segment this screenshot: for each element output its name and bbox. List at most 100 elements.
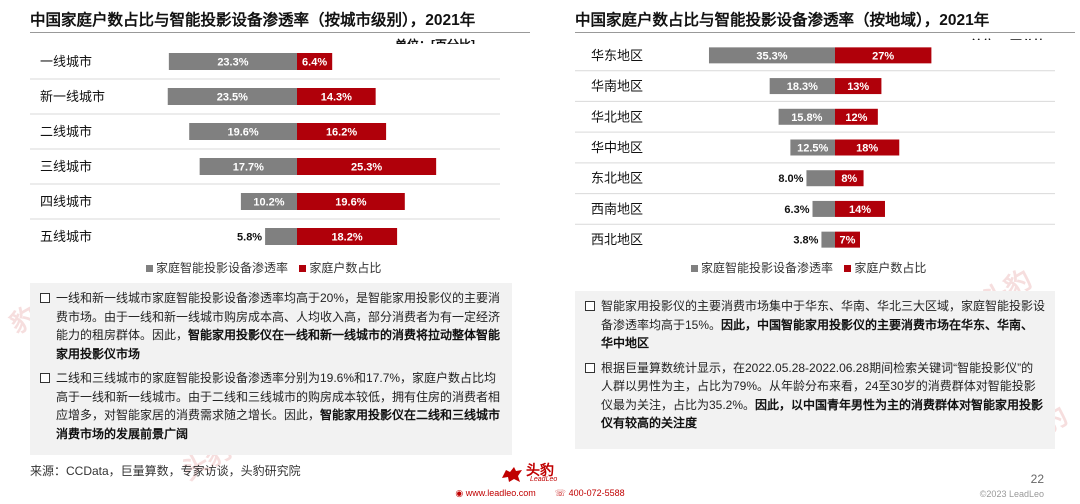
penetration-value-label: 23.5% (217, 92, 248, 104)
insight-note: 一线和新一线城市家庭智能投影设备渗透率均高于20%，是智能家用投影仪的主要消费市… (40, 289, 502, 363)
penetration-value-label: 8.0% (778, 173, 803, 185)
households-value-label: 6.4% (302, 57, 327, 69)
households-bar (297, 158, 437, 175)
households-value-label: 18% (856, 143, 878, 155)
penetration-value-label: 5.8% (237, 232, 262, 244)
insight-note: 二线和三线城市的家庭智能投影设备渗透率分别为19.6%和17.7%，家庭户数占比… (40, 369, 502, 443)
penetration-value-label: 23.3% (217, 57, 248, 69)
households-value-label: 18.2% (331, 232, 362, 244)
contact-footer: ◉ www.leadleo.com ☏ 400-072-5588 (0, 488, 1080, 499)
insight-note: 智能家用投影仪的主要消费市场集中于华东、华南、华北三大区域，家庭智能投影设备渗透… (585, 297, 1045, 353)
penetration-bar (265, 228, 297, 245)
checkbox-bullet-icon (40, 293, 50, 303)
chart-legend: 家庭智能投影设备渗透率 家庭户数占比 (138, 259, 381, 276)
households-bar (835, 170, 864, 187)
phone-number: 400-072-5588 (568, 488, 625, 498)
penetration-bar (167, 88, 297, 105)
category-label: 华中地区 (591, 140, 643, 155)
penetration-value-label: 12.5% (797, 143, 828, 155)
category-label: 三线城市 (40, 159, 92, 174)
checkbox-bullet-icon (585, 301, 595, 311)
penetration-value-label: 19.6% (227, 127, 258, 139)
penetration-bar (199, 158, 297, 175)
penetration-bar (168, 53, 297, 70)
logo-subtitle: LeadLeo (530, 476, 558, 483)
penetration-bar (790, 139, 835, 156)
legend-label-households: 家庭户数占比 (309, 261, 382, 275)
category-label: 华东地区 (591, 48, 643, 63)
penetration-value-label: 10.2% (253, 197, 284, 209)
households-value-label: 25.3% (351, 162, 382, 174)
note-text: 根据巨量算数统计显示，在2022.05.28-2022.06.28期间检索关键词… (601, 360, 1036, 412)
penetration-value-label: 3.8% (793, 235, 818, 247)
category-label: 西南地区 (591, 201, 643, 216)
legend-swatch-penetration (146, 264, 153, 272)
category-label: 五线城市 (40, 229, 92, 244)
globe-icon: ◉ (455, 488, 464, 498)
households-bar (835, 78, 882, 95)
penetration-bar (189, 123, 297, 140)
penetration-bar (769, 78, 835, 95)
households-bar (297, 193, 405, 210)
copyright: ©2023 LeadLeo (979, 489, 1044, 499)
title-divider (575, 32, 1075, 33)
note-emphasis: 智能家用投影仪在二线和三线城市消费市场的发展前景广阔 (56, 408, 501, 441)
category-label: 东北地区 (591, 171, 643, 186)
page-number: 22 (1030, 472, 1044, 486)
penetration-bar (708, 47, 835, 64)
leadleo-logo: 头豹 LeadLeo (500, 460, 580, 488)
legend-label-households: 家庭户数占比 (854, 261, 927, 275)
households-bar (835, 200, 885, 217)
households-value-label: 14% (849, 204, 871, 216)
source-note: 来源：CCData，巨量算数，专家访谈，头豹研究院 (30, 464, 301, 478)
penetration-value-label: 35.3% (756, 50, 787, 62)
category-label: 华北地区 (591, 109, 643, 124)
penetration-bar (806, 170, 835, 187)
households-bar (297, 123, 387, 140)
households-value-label: 12% (845, 112, 867, 124)
penetration-value-label: 18.3% (787, 81, 818, 93)
households-value-label: 16.2% (326, 127, 357, 139)
households-bar (297, 53, 333, 70)
households-value-label: 13% (847, 81, 869, 93)
households-bar (297, 228, 398, 245)
category-label: 新一线城市 (40, 89, 105, 104)
category-label: 四线城市 (40, 194, 92, 209)
penetration-value-label: 6.3% (784, 204, 809, 216)
chart-legend: 家庭智能投影设备渗透率 家庭户数占比 (683, 259, 926, 276)
checkbox-bullet-icon (40, 373, 50, 383)
insight-notes: 一线和新一线城市家庭智能投影设备渗透率均高于20%，是智能家用投影仪的主要消费市… (30, 283, 512, 455)
penetration-value-label: 17.7% (233, 162, 264, 174)
penetration-bar (778, 108, 835, 125)
category-label: 二线城市 (40, 124, 92, 139)
insight-notes: 智能家用投影仪的主要消费市场集中于华东、华南、华北三大区域，家庭智能投影设备渗透… (575, 291, 1055, 449)
households-bar (835, 231, 860, 248)
category-label: 一线城市 (40, 54, 92, 69)
households-value-label: 14.3% (321, 92, 352, 104)
penetration-bar (812, 200, 835, 217)
legend-label-penetration: 家庭智能投影设备渗透率 (156, 261, 289, 275)
leopard-logo-icon (502, 467, 522, 482)
legend-label-penetration: 家庭智能投影设备渗透率 (701, 261, 834, 275)
note-text: 智能家用投影仪的主要消费市场集中于华东、华南、华北三大区域，家庭智能投影设备渗透… (601, 299, 1046, 332)
legend-swatch-households (844, 264, 852, 272)
region-chart: 华东地区 35.3% 27% 华南地区 18.3% 13% 华北地区 15.8% 12% 华中地区… (575, 40, 1075, 255)
households-bar (835, 47, 932, 64)
penetration-bar (821, 231, 835, 248)
households-bar (297, 88, 376, 105)
households-value-label: 7% (840, 235, 856, 247)
chart-title: 中国家庭户数占比与智能投影设备渗透率（按城市级别），2021年 (30, 12, 476, 29)
checkbox-bullet-icon (585, 362, 595, 373)
note-emphasis: 因此，中国智能家用投影仪的主要消费市场在华东、华南、华中地区 (601, 317, 1034, 351)
legend-swatch-penetration (691, 264, 698, 272)
households-bar (835, 139, 900, 156)
website-link[interactable]: www.leadleo.com (465, 488, 536, 498)
penetration-value-label: 15.8% (791, 112, 822, 124)
city-tier-chart: 一线城市 23.3% 6.4% 新一线城市 23.5% 14.3% 二线城市 19.6% 16.… (30, 44, 530, 254)
households-value-label: 19.6% (335, 197, 366, 209)
phone-icon: ☏ (554, 488, 567, 498)
note-text: 二线和三线城市的家庭智能投影设备渗透率分别为19.6%和17.7%，家庭户数占比… (56, 371, 501, 422)
insight-note: 根据巨量算数统计显示，在2022.05.28-2022.06.28期间检索关键词… (585, 359, 1045, 433)
region-bar-chart: 华东地区 35.3% 27% 华南地区 18.3% 13% 华北地区 15.8% 12% 华中地区… (575, 47, 1055, 248)
note-emphasis: 因此，以中国青年男性为主的消费群体对智能家用投影仪有较高的关注度 (601, 397, 1044, 431)
